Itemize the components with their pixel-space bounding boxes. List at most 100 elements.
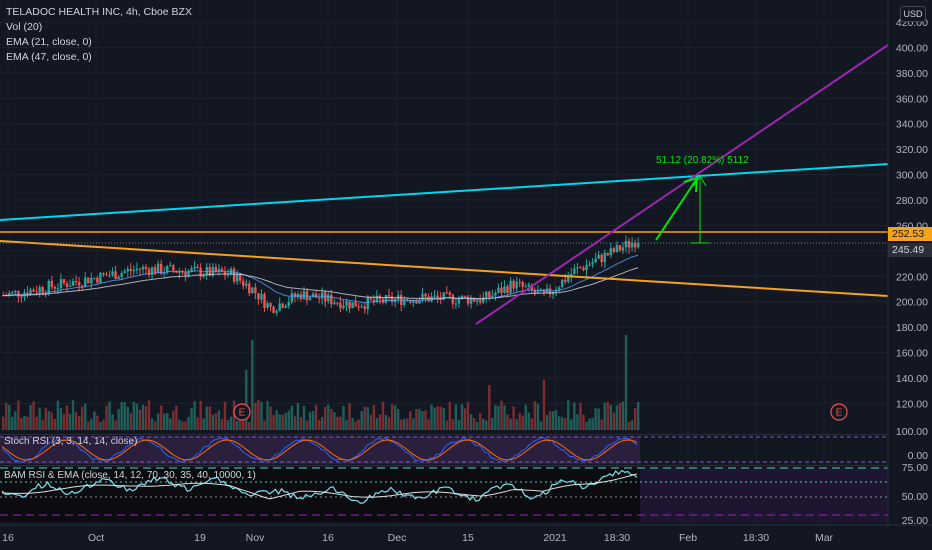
candle-body (330, 294, 333, 305)
candle-body (126, 269, 129, 272)
volume-bar (597, 408, 600, 430)
candle-body (87, 277, 90, 284)
time-axis-label: Nov (246, 532, 265, 544)
candle-body (317, 297, 321, 299)
candle-body (594, 258, 597, 263)
candle-body (573, 268, 576, 275)
volume-bar (460, 404, 464, 430)
volume-bar (102, 419, 105, 430)
time-axis-label: 16 (322, 532, 334, 544)
candle-body (172, 265, 175, 271)
candle-body (518, 281, 521, 283)
stoch-rsi-label[interactable]: Stoch RSI (3, 3, 14, 14, close) (4, 436, 138, 447)
volume-bar (509, 418, 512, 430)
volume-bar (548, 411, 552, 430)
volume-bar (302, 405, 306, 430)
volume-bar (90, 418, 93, 430)
candle-body (17, 290, 20, 297)
candle-body (311, 293, 315, 298)
volume-bar (229, 416, 233, 430)
symbol-title[interactable]: TELADOC HEALTH INC, 4h, Cboe BZX (6, 6, 192, 18)
volume-bar (272, 414, 275, 430)
volume-bar (424, 410, 427, 430)
candle-body (293, 293, 297, 298)
candle-body (624, 241, 628, 248)
price-axis-label: 120.00 (896, 398, 928, 410)
stoch-k-line (1, 436, 638, 463)
volume-bar (427, 419, 430, 430)
volume-bar (375, 418, 379, 430)
candle-body (26, 292, 29, 295)
volume-bar (539, 421, 543, 430)
candle-body (542, 289, 546, 293)
candle-body (90, 277, 93, 284)
candle-body (548, 288, 552, 295)
ema-line (3, 267, 639, 300)
bam-rsi-line (1, 469, 638, 504)
currency-button[interactable]: USD (900, 6, 926, 22)
volume-bar (53, 419, 57, 430)
volume-bar (126, 407, 129, 430)
time-axis-label: Feb (679, 532, 697, 544)
candle-body (38, 287, 41, 293)
candle-body (354, 302, 357, 307)
volume-bar (314, 404, 318, 430)
candle-body (436, 295, 439, 298)
cyan-trendline (0, 163, 889, 221)
candle-body (169, 265, 172, 267)
indicator-volume[interactable]: Vol (20) (6, 21, 43, 33)
bam-rsi-label[interactable]: BAM RSI & EMA (close, 14, 12, 70, 30, 35… (4, 470, 256, 481)
candle-body (630, 243, 634, 248)
candle-body (454, 303, 458, 305)
volume-bar (433, 407, 436, 430)
candle-body (381, 299, 385, 303)
volume-bar (594, 408, 597, 430)
pane-divider (0, 465, 888, 466)
volume-bar (269, 406, 272, 430)
volume-bar (333, 412, 336, 430)
indicator-ema-47[interactable]: EMA (47, close, 0) (6, 51, 92, 63)
volume-bar (50, 412, 54, 430)
volume-bar (14, 411, 17, 430)
volume-bar (281, 414, 284, 430)
green-arrow-line (655, 179, 697, 241)
candle-body (199, 268, 202, 277)
candle-body (387, 295, 391, 297)
earnings-icon[interactable]: E (830, 403, 848, 421)
price-axis-label: 400.00 (896, 42, 928, 54)
drawings: 51.12 (20.82%) 5112 E E (0, 44, 889, 421)
volume-bar (105, 405, 108, 430)
time-axis-label: Oct (88, 532, 104, 544)
volume-bar (354, 421, 357, 430)
volume-bar (463, 408, 467, 430)
candle-body (357, 306, 360, 308)
candle-body (506, 286, 509, 294)
candle-body (527, 284, 530, 287)
earnings-circle (233, 403, 251, 421)
price-axis-label: 140.00 (896, 373, 928, 385)
volume-bar (585, 421, 588, 430)
indicator-ema-21[interactable]: EMA (21, close, 0) (6, 36, 92, 48)
earnings-icon[interactable]: E (233, 403, 251, 421)
volume-bar (211, 414, 215, 430)
candle-body (278, 303, 281, 311)
volume-bar (603, 402, 606, 430)
volume-bar (205, 406, 208, 430)
volume-bar (442, 407, 445, 430)
volume-bar (150, 418, 154, 430)
volume-bar (147, 400, 151, 430)
candle-body (80, 285, 84, 287)
volume-bar (29, 404, 32, 430)
volume-bar (609, 404, 613, 430)
volume-bars (2, 335, 640, 430)
candle-body (166, 265, 169, 273)
volume-bar (11, 416, 14, 430)
volume-bar (573, 402, 576, 430)
volume-bar (381, 401, 385, 430)
volume-bar (366, 407, 369, 430)
volume-bar (494, 405, 497, 430)
volume-bar (299, 417, 303, 430)
volume-bar (412, 418, 415, 430)
candle-body (117, 276, 120, 279)
